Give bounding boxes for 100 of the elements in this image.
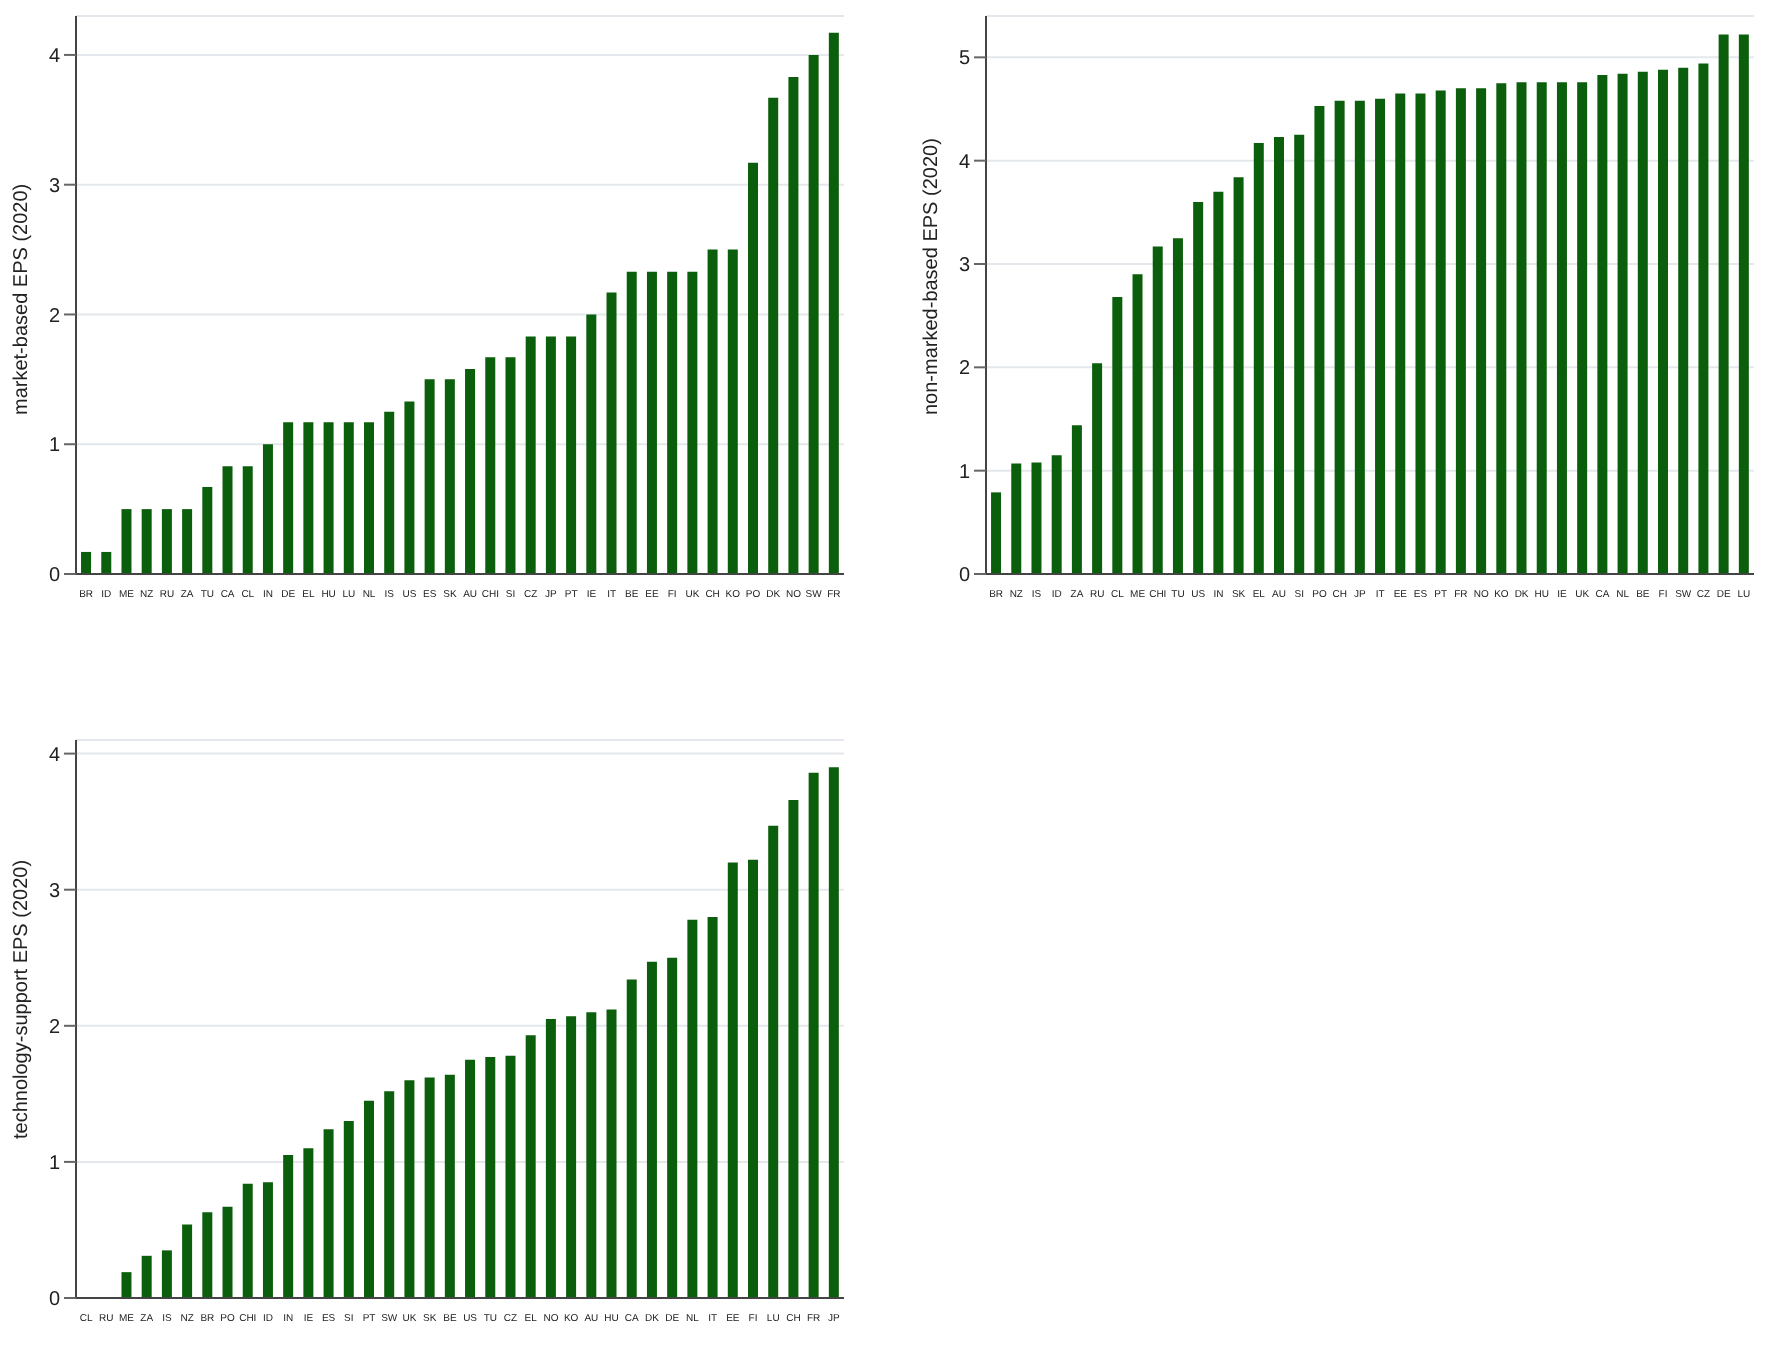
bar [182, 509, 193, 574]
bar [1354, 100, 1365, 574]
bar [323, 1129, 334, 1298]
bar [444, 379, 455, 574]
bar [222, 466, 233, 574]
y-tick-label: 4 [48, 46, 61, 69]
bar [485, 357, 496, 574]
bar [364, 422, 374, 574]
bar [788, 799, 799, 1298]
bar [667, 957, 678, 1298]
bar [1334, 100, 1345, 574]
y-tick-label: 2 [958, 358, 971, 381]
bar [566, 336, 577, 574]
bar [1658, 69, 1668, 574]
bar [262, 444, 273, 574]
bar [768, 97, 779, 574]
bar [364, 1100, 374, 1298]
bar [1274, 136, 1284, 574]
y-tick-label: 0 [48, 565, 61, 588]
bar [1314, 105, 1325, 574]
bar [1496, 83, 1507, 574]
bar [1172, 238, 1183, 574]
y-axis-title: market-based EPS (2020) [11, 183, 34, 415]
bar [1132, 274, 1143, 574]
bar [1092, 363, 1103, 574]
bar [545, 336, 556, 574]
bar [606, 1009, 617, 1298]
bar [303, 1148, 314, 1298]
bar [1253, 143, 1264, 574]
bar [606, 292, 617, 574]
bar [1112, 297, 1123, 574]
bar [687, 271, 698, 574]
bar [121, 1272, 132, 1298]
bar [1718, 34, 1729, 574]
bar [748, 162, 758, 574]
bar [626, 271, 637, 574]
bar [141, 1255, 152, 1298]
y-tick-label: 0 [958, 565, 971, 588]
y-tick-label: 0 [48, 1289, 61, 1312]
bar [828, 32, 839, 574]
bar [424, 1077, 435, 1298]
bar [646, 271, 657, 574]
bar [202, 1212, 213, 1298]
bar [1011, 463, 1022, 574]
bar [1476, 88, 1487, 574]
bar [505, 357, 516, 574]
bar [808, 54, 819, 574]
bar [161, 1250, 172, 1298]
bar [1698, 63, 1709, 574]
bar [384, 1091, 395, 1298]
bar [1617, 73, 1628, 574]
bar [687, 919, 698, 1298]
bar [444, 1074, 455, 1298]
y-tick-label: 3 [48, 880, 61, 903]
bar [525, 336, 536, 574]
bar [1597, 74, 1608, 574]
bar [626, 979, 637, 1298]
bar [525, 1035, 536, 1298]
bar [545, 1019, 556, 1298]
bar [1556, 82, 1567, 574]
bar [343, 422, 354, 574]
bar [727, 249, 738, 574]
bar [1395, 93, 1406, 574]
bar [424, 379, 435, 574]
bar [1375, 98, 1386, 574]
bar [748, 859, 758, 1298]
bar [161, 509, 172, 574]
bar [727, 862, 738, 1298]
bar [586, 314, 597, 574]
bar [1435, 90, 1446, 574]
y-tick-label: 5 [958, 48, 971, 71]
bar [81, 551, 92, 574]
y-axis-title: non-marked-based EPS (2020) [921, 138, 944, 415]
bar [667, 271, 678, 574]
bar [1516, 82, 1527, 574]
bar [1455, 88, 1466, 574]
bar [343, 1121, 354, 1298]
bar [566, 1016, 577, 1298]
bar [465, 1059, 476, 1298]
bar [1193, 202, 1204, 574]
bar [242, 466, 253, 574]
bar [202, 487, 213, 574]
bar [828, 767, 839, 1298]
y-tick-label: 4 [958, 151, 971, 174]
bar [222, 1206, 233, 1298]
bar [646, 961, 657, 1298]
bar [991, 492, 1002, 574]
y-tick-label: 3 [958, 255, 971, 278]
y-tick-label: 1 [48, 1153, 61, 1175]
bar [707, 916, 718, 1298]
bar [182, 1224, 193, 1298]
y-axis-title: technology-support EPS (2020) [11, 859, 34, 1139]
bar [586, 1012, 597, 1298]
bar [384, 411, 395, 574]
y-tick-label: 4 [48, 744, 61, 767]
bar [1536, 82, 1547, 574]
bar [1738, 34, 1749, 574]
bar [768, 825, 779, 1298]
y-tick-label: 1 [48, 435, 61, 458]
bar [121, 509, 132, 574]
